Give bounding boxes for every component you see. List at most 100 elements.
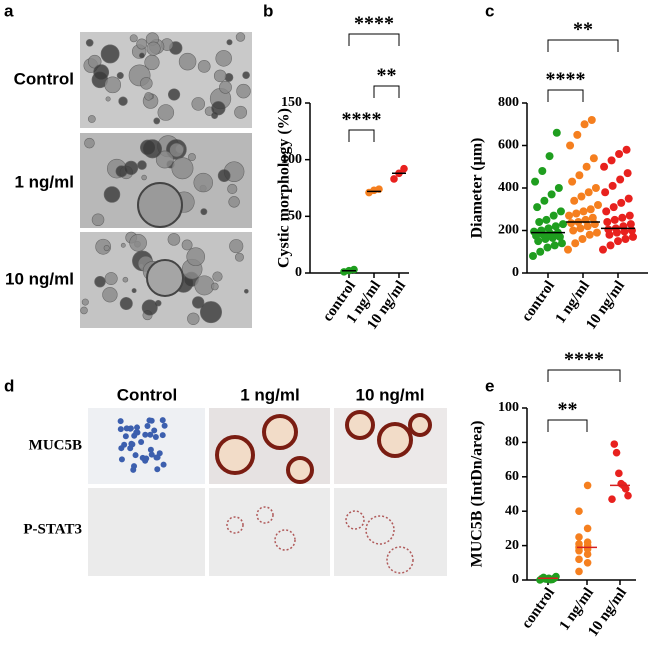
- organoid: [118, 96, 128, 106]
- data-point: [624, 491, 632, 500]
- organoid: [187, 153, 196, 162]
- data-point: [575, 507, 583, 515]
- data-point: [606, 241, 615, 250]
- cell: [159, 417, 166, 424]
- cell: [122, 433, 129, 440]
- data-point: [623, 169, 632, 178]
- y-axis-label: Diameter (μm): [469, 138, 486, 239]
- row-label: P-STAT3: [23, 521, 82, 537]
- data-point: [565, 211, 574, 220]
- data-point: [549, 211, 558, 220]
- data-point: [608, 495, 616, 503]
- cell: [160, 461, 167, 468]
- data-point: [600, 162, 609, 171]
- organoid: [167, 88, 181, 101]
- organoid: [116, 72, 124, 80]
- organoid: [169, 142, 184, 158]
- organoid: [211, 101, 226, 116]
- cell: [151, 427, 158, 434]
- data-point: [583, 524, 592, 533]
- data-point: [559, 220, 567, 229]
- cell: [147, 446, 154, 453]
- data-point: [575, 555, 583, 564]
- micrograph: [88, 408, 205, 484]
- cell: [134, 424, 141, 431]
- data-point: [573, 130, 582, 139]
- organoid: [140, 139, 156, 156]
- panel-label: a: [4, 1, 14, 20]
- y-axis-label: Cystic morphology (%): [276, 108, 293, 268]
- data-point: [547, 190, 556, 199]
- data-point: [529, 252, 537, 260]
- organoid: [85, 38, 94, 47]
- data-point: [566, 141, 575, 150]
- organoid: [242, 71, 250, 80]
- data-point: [609, 203, 618, 212]
- data-point: [572, 209, 581, 218]
- organoid: [137, 160, 147, 170]
- organoid: [192, 296, 205, 309]
- panel-label: c: [485, 1, 494, 20]
- data-point: [618, 213, 627, 222]
- organoid: [200, 208, 208, 216]
- organoid: [217, 169, 231, 182]
- stained-cyst: [226, 516, 244, 534]
- cyst: [137, 182, 183, 228]
- data-point: [578, 235, 587, 243]
- data-point: [570, 196, 579, 205]
- organoid: [234, 105, 248, 119]
- cell: [144, 422, 151, 429]
- panel-label: d: [4, 376, 14, 395]
- stained-cyst: [286, 456, 314, 484]
- organoid: [80, 306, 88, 315]
- significance-bracket: [547, 369, 621, 382]
- data-point: [552, 128, 561, 137]
- significance-bracket: [348, 129, 375, 142]
- organoid: [210, 282, 219, 291]
- y-tick-label: 600: [498, 138, 519, 153]
- data-point: [568, 177, 577, 186]
- organoid: [171, 157, 194, 180]
- data-point: [554, 184, 563, 192]
- cell: [118, 456, 125, 463]
- data-point: [621, 235, 630, 243]
- cell: [148, 417, 155, 424]
- data-point: [610, 440, 619, 448]
- data-point: [626, 220, 635, 229]
- stained-cyst: [377, 422, 413, 458]
- organoid: [104, 76, 122, 94]
- data-point: [614, 237, 622, 246]
- stained-cyst: [345, 410, 375, 440]
- panel-label: b: [263, 1, 273, 20]
- y-tick-label: 0: [295, 265, 302, 280]
- organoid: [228, 196, 240, 208]
- organoid: [153, 117, 161, 125]
- cell: [132, 452, 139, 459]
- data-point: [556, 207, 565, 216]
- significance-bracket: [547, 419, 588, 432]
- cell: [142, 457, 149, 464]
- organoid: [193, 172, 213, 193]
- organoid: [91, 213, 105, 227]
- data-point: [540, 196, 549, 205]
- organoid: [155, 150, 174, 169]
- data-point: [400, 164, 408, 173]
- organoid: [234, 252, 244, 262]
- data-point: [575, 533, 583, 541]
- data-point: [543, 243, 552, 252]
- y-tick-label: 400: [498, 180, 519, 195]
- organoid: [215, 50, 232, 67]
- data-point: [579, 207, 588, 216]
- organoid: [105, 96, 111, 102]
- cell: [148, 451, 155, 458]
- y-tick-label: 100: [281, 152, 302, 167]
- data-point: [615, 469, 623, 478]
- data-point: [567, 219, 576, 228]
- data-point: [545, 152, 554, 161]
- data-point: [564, 245, 572, 254]
- organoid: [93, 64, 110, 81]
- data-point: [592, 228, 601, 237]
- significance-label: ****: [564, 349, 604, 371]
- column-label: 1 ng/ml: [240, 385, 300, 404]
- data-point: [624, 194, 633, 203]
